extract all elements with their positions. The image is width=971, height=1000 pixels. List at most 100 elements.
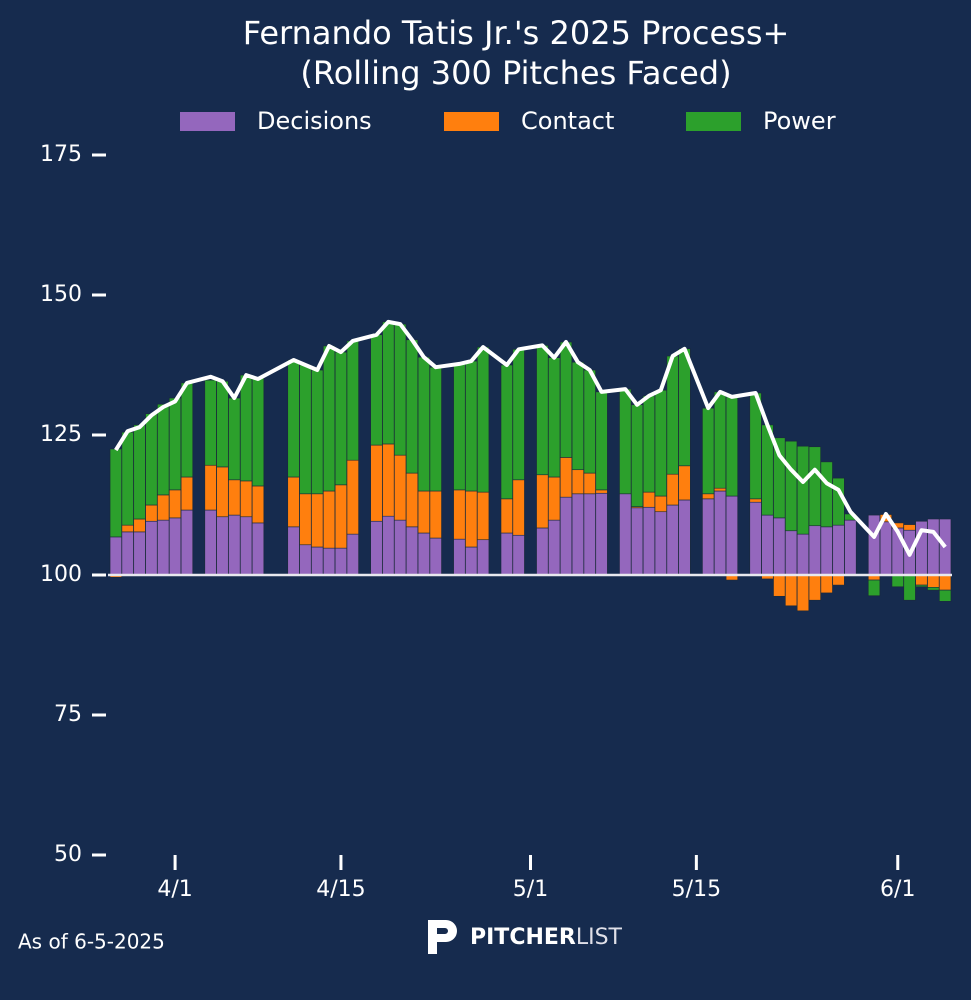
bar-segment xyxy=(761,514,774,576)
x-tick-label: 5/1 xyxy=(513,877,548,902)
bar-segment xyxy=(228,514,241,576)
bar-segment xyxy=(583,493,596,576)
bar-segment xyxy=(346,533,359,576)
bar-segment xyxy=(322,345,336,492)
bar-segment xyxy=(536,345,549,476)
y-tick-label: 75 xyxy=(54,702,82,727)
bar-segment xyxy=(322,490,336,549)
bar-segment xyxy=(453,363,466,491)
bar-segment xyxy=(571,361,584,471)
bar-segment xyxy=(168,397,182,491)
bar-segment xyxy=(512,349,525,481)
bar-segment xyxy=(548,476,561,521)
bar-segment xyxy=(571,469,584,495)
bar-segment xyxy=(927,574,940,588)
bar-segment xyxy=(796,574,810,612)
bar-segment xyxy=(382,515,395,576)
y-tick-label: 175 xyxy=(40,142,82,167)
bar-segment xyxy=(702,493,715,500)
bar-segment xyxy=(477,491,490,541)
bar-segment xyxy=(939,574,952,591)
bar-segment xyxy=(713,487,727,492)
chart-title: Fernando Tatis Jr.'s 2025 Process+ xyxy=(243,14,790,52)
bar-segment xyxy=(287,359,300,478)
bar-segment xyxy=(465,360,478,492)
y-tick-label: 100 xyxy=(40,562,82,587)
bar-segment xyxy=(180,382,194,478)
x-tick-label: 6/1 xyxy=(880,877,915,902)
bar-segment xyxy=(785,440,798,532)
legend-label: Decisions xyxy=(257,107,372,135)
bar-segment xyxy=(157,403,170,496)
bar-segment xyxy=(157,519,170,576)
bar-segment xyxy=(370,520,383,576)
logo-icon xyxy=(428,920,457,954)
bar-segment xyxy=(145,504,158,522)
bar-segment xyxy=(619,388,632,495)
bar-segment xyxy=(654,495,667,513)
bar-segment xyxy=(820,526,833,576)
bar-segment xyxy=(619,493,632,576)
bar-segment xyxy=(109,448,122,538)
bar-segment xyxy=(157,494,170,521)
bar-segment xyxy=(251,377,265,487)
bar-segment xyxy=(678,348,691,467)
bar-segment xyxy=(642,491,656,508)
legend-swatch xyxy=(444,112,499,131)
bar-segment xyxy=(832,574,845,586)
bar-segment xyxy=(311,546,324,576)
bar-segment xyxy=(891,574,904,588)
bar-segment xyxy=(417,532,430,576)
bar-segment xyxy=(832,477,845,526)
bar-segment xyxy=(145,520,158,576)
bar-segment xyxy=(133,518,146,533)
y-tick-label: 50 xyxy=(54,842,82,867)
bar-segment xyxy=(915,584,928,588)
bar-segment xyxy=(915,574,928,586)
bar-segment xyxy=(773,574,786,597)
bar-segment xyxy=(465,546,478,576)
bar-segment xyxy=(204,379,217,466)
bar-segment xyxy=(642,395,656,493)
bar-segment xyxy=(477,346,490,493)
bar-segment xyxy=(394,454,407,521)
bar-segment xyxy=(654,511,667,576)
bar-segment xyxy=(939,589,952,602)
bar-segment xyxy=(240,480,253,518)
bar-segment xyxy=(749,501,762,576)
bar-segment xyxy=(725,495,739,576)
bar-segment xyxy=(583,472,596,495)
bar-segment xyxy=(631,507,644,576)
y-tick-label: 125 xyxy=(40,422,82,447)
bar-segment xyxy=(287,476,300,528)
bar-segment xyxy=(299,364,312,495)
bar-segment xyxy=(642,506,656,576)
bar-segment xyxy=(299,493,312,546)
bar-segment xyxy=(820,461,833,528)
x-tick-label: 4/1 xyxy=(157,877,192,902)
bar-segment xyxy=(903,524,916,531)
bar-segment xyxy=(370,444,383,522)
bar-segment xyxy=(713,391,727,489)
bar-segment xyxy=(678,465,691,501)
bar-segment xyxy=(796,445,810,535)
bar-segment xyxy=(133,424,146,520)
bar-segment xyxy=(702,498,715,576)
bar-segment xyxy=(927,587,940,591)
bar-segment xyxy=(500,532,513,576)
bar-segment xyxy=(832,524,845,576)
legend-label: Contact xyxy=(521,107,614,135)
bar-segment xyxy=(334,351,348,486)
logo-bold: PITCHER xyxy=(470,925,576,950)
bar-segment xyxy=(429,490,442,539)
bar-segment xyxy=(251,522,265,576)
bar-segment xyxy=(702,407,715,495)
bar-segment xyxy=(240,516,253,576)
bar-segment xyxy=(204,464,217,511)
bar-segment xyxy=(571,493,584,576)
bar-segment xyxy=(559,457,573,498)
bar-segment xyxy=(927,518,940,576)
bar-segment xyxy=(512,479,525,536)
bar-segment xyxy=(595,391,608,491)
bar-segment xyxy=(405,339,419,474)
